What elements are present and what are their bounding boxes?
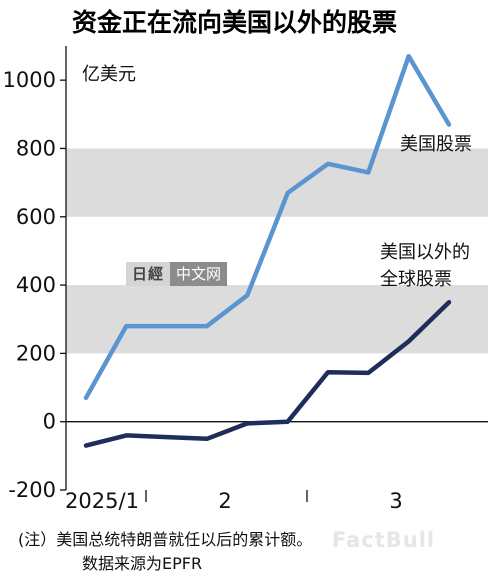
series-lines	[83, 53, 452, 448]
series-label-us: 美国股票	[400, 134, 472, 155]
y-tick-label: 0	[43, 410, 56, 434]
watermark-nikkei: 日經 中文网	[126, 262, 228, 286]
x-tick-label: 2025/1	[65, 489, 139, 513]
y-tick-label: 800	[16, 136, 56, 160]
footnote-line1: (注）美国总统特朗普就任以后的累计额。	[18, 530, 313, 549]
grid-band-0	[66, 148, 488, 217]
y-tick-label: 600	[16, 205, 56, 229]
x-tick-label: 2	[218, 489, 231, 513]
series-label-nonus-line2: 全球股票	[380, 269, 452, 290]
series-line-1	[83, 299, 452, 448]
y-tick-label: 200	[16, 341, 56, 365]
grid-bands	[66, 148, 488, 354]
series-line-0	[83, 53, 452, 401]
y-axis-ticks: -200 0 200 400 600 800 1000	[3, 46, 488, 502]
y-tick-label: 400	[16, 273, 56, 297]
chart: 资金正在流向美国以外的股票 -200 0 200 400 600 800 1000 2025…	[3, 8, 488, 513]
y-tick-label: -200	[8, 478, 56, 502]
footnote-line2: 数据来源为EPFR	[82, 554, 203, 573]
x-tick-label: 3	[389, 489, 402, 513]
y-tick-label: 1000	[3, 68, 56, 92]
watermark-nikkei-part2: 中文网	[170, 262, 228, 286]
footnote: (注）美国总统特朗普就任以后的累计额。 数据来源为EPFR	[18, 528, 312, 576]
watermark-nikkei-part1: 日經	[126, 262, 171, 286]
grid-band-1	[66, 285, 488, 354]
x-axis: 2025/1 2 3	[65, 489, 403, 513]
series-label-nonus-line1: 美国以外的	[380, 242, 470, 263]
watermark-factbull: FactBull	[332, 528, 436, 552]
chart-title: 资金正在流向美国以外的股票	[72, 8, 397, 37]
y-axis-unit-label: 亿美元	[82, 64, 136, 85]
